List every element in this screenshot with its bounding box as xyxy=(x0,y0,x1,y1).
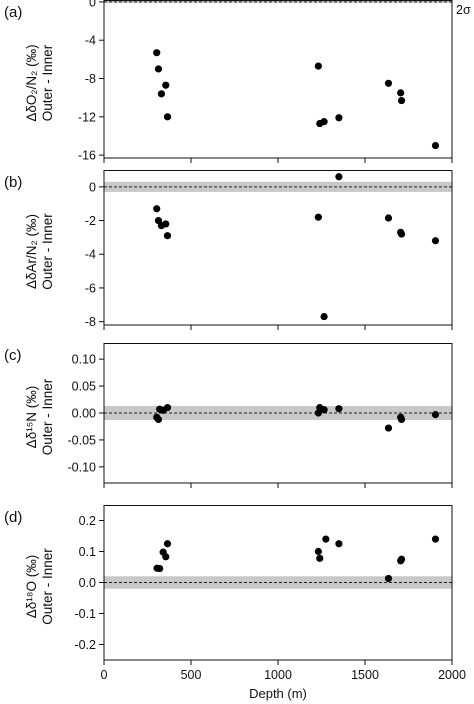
data-point xyxy=(163,404,172,412)
data-point xyxy=(320,118,328,126)
data-point xyxy=(163,540,172,548)
x-tick-label: 1500 xyxy=(351,668,379,682)
y-tick-label: -4 xyxy=(85,248,96,262)
data-point xyxy=(162,220,170,228)
data-point xyxy=(154,415,163,424)
plot-frame xyxy=(103,170,453,326)
data-point xyxy=(314,213,322,221)
panel-c: 0.10 0.05 0.00 -0.05 -0.10 (c) Δδ¹⁵N (‰) Outer … xyxy=(4,343,453,488)
data-point xyxy=(162,81,170,89)
y-tick-label: -8 xyxy=(85,315,96,329)
y-tick-label: -8 xyxy=(85,72,96,86)
data-point xyxy=(335,114,343,122)
plot-frame xyxy=(103,0,453,159)
data-point xyxy=(384,79,393,87)
data-point xyxy=(314,62,322,70)
x-tick-label: 0 xyxy=(101,668,108,682)
y-tick-label: 0 xyxy=(89,180,96,194)
data-point xyxy=(162,553,170,561)
panel-a: 0 -4 -8 -12 -16 (a) ΔδO₂/N₂ (‰) Outer - Inner xyxy=(4,0,453,163)
y-tick-label: 0.1 xyxy=(79,545,96,559)
uncertainty-band xyxy=(104,181,452,192)
data-point xyxy=(156,564,164,573)
panel-label: (a) xyxy=(4,4,22,21)
data-point xyxy=(384,214,393,222)
data-point xyxy=(335,173,343,181)
data-point xyxy=(153,49,161,57)
y-tick-label: 0.0 xyxy=(79,576,96,590)
data-point xyxy=(431,141,440,150)
data-point xyxy=(397,230,406,238)
data-point xyxy=(320,406,328,414)
data-point xyxy=(154,65,163,73)
data-point xyxy=(397,415,406,424)
panel-d: 0.2 0.1 0.0 -0.1 -0.2 (d) Δδ¹⁸O (‰) Outer - Inn… xyxy=(4,505,453,665)
y-axis-label: ΔδO₂/N₂ (‰) xyxy=(24,44,39,121)
uncertainty-band xyxy=(104,0,452,4)
y-axis-label: Δδ¹⁸O (‰) xyxy=(24,555,39,618)
y-tick-label: -0.05 xyxy=(68,433,97,447)
y-tick-label: 0.2 xyxy=(79,514,96,528)
two-sigma-label: 2σ xyxy=(456,3,471,17)
x-tick-label: 2000 xyxy=(438,668,466,682)
data-point xyxy=(153,205,161,213)
uncertainty-band xyxy=(104,576,452,589)
y-axis-label-2: Outer - Inner xyxy=(40,213,55,290)
data-point xyxy=(397,96,406,105)
data-point xyxy=(320,312,328,321)
x-axis-label: Depth (m) xyxy=(249,686,307,701)
data-point xyxy=(384,574,393,583)
y-tick-label: -0.10 xyxy=(68,460,97,474)
y-tick-label: -0.2 xyxy=(74,638,96,652)
data-point xyxy=(335,405,343,413)
data-point xyxy=(397,555,406,563)
data-point xyxy=(314,547,322,556)
data-point xyxy=(314,409,322,417)
data-point xyxy=(431,411,440,419)
y-tick-label: 0.00 xyxy=(72,407,96,421)
data-point xyxy=(384,424,393,432)
panel-label: (d) xyxy=(4,509,22,526)
y-tick-label: -2 xyxy=(85,214,96,228)
x-tick-label: 1000 xyxy=(264,668,292,682)
data-point xyxy=(431,535,440,543)
y-tick-label: 0.10 xyxy=(72,353,96,367)
x-tick-label: 500 xyxy=(181,668,202,682)
data-point xyxy=(431,237,440,245)
y-tick-label: -4 xyxy=(85,34,96,48)
y-axis-label: Δδ¹⁵N (‰) xyxy=(24,386,39,449)
data-point xyxy=(157,90,166,98)
data-point xyxy=(163,232,172,240)
data-point xyxy=(335,540,343,548)
y-tick-label: -12 xyxy=(78,110,96,124)
data-point xyxy=(163,113,172,121)
panel-label: (b) xyxy=(4,174,22,191)
data-point xyxy=(322,535,330,543)
y-tick-label: -16 xyxy=(78,149,96,163)
y-tick-label: 0.05 xyxy=(72,380,96,394)
y-tick-label: -0.1 xyxy=(74,607,96,621)
y-tick-label: 0 xyxy=(89,0,96,9)
y-axis-label-2: Outer - Inner xyxy=(40,378,55,455)
panel-label: (c) xyxy=(4,347,22,364)
y-axis-label-2: Outer - Inner xyxy=(40,44,55,121)
panel-b: 0 -2 -4 -6 -8 (b) ΔδAr/N₂ (‰) Outer - Inner xyxy=(4,170,453,330)
data-point xyxy=(316,554,324,562)
y-tick-label: -6 xyxy=(85,281,96,295)
data-point xyxy=(397,89,405,97)
y-axis-label-2: Outer - Inner xyxy=(40,548,55,625)
uncertainty-band xyxy=(104,406,452,420)
y-axis-label: ΔδAr/N₂ (‰) xyxy=(24,214,39,289)
